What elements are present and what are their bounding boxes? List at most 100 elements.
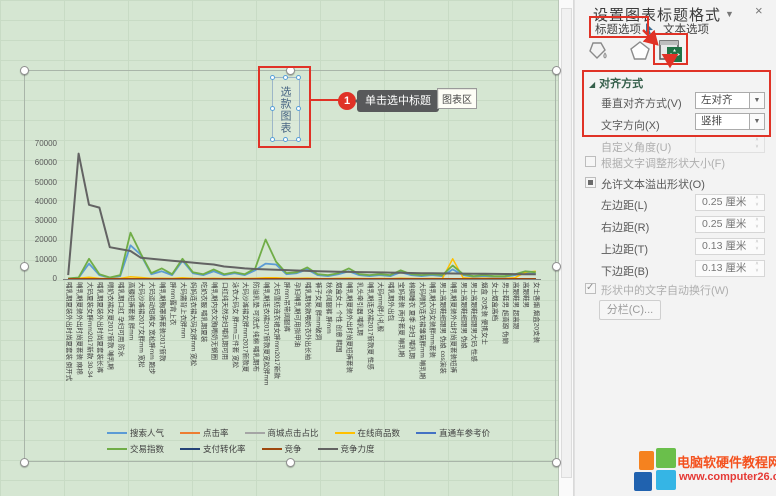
legend-item-搜索人气[interactable]: 搜索人气 xyxy=(107,427,164,439)
spinner-icon[interactable]: ˄ ˅ xyxy=(755,239,759,252)
pane-title: 设置图表标题格式 xyxy=(593,7,722,24)
scrollbar-thumb[interactable] xyxy=(561,8,572,478)
autofit-label: 根据文字调整形状大小(F) xyxy=(601,158,726,170)
selection-handle[interactable] xyxy=(552,66,561,75)
y-tick-label: 50000 xyxy=(34,177,57,187)
selection-handle[interactable] xyxy=(296,106,301,111)
x-axis-label: 孕妇哺乳期可用指甲油 xyxy=(293,282,301,347)
y-tick-label: 0 xyxy=(52,274,57,283)
legend-label: 交易指数 xyxy=(130,444,165,454)
logo-square-green xyxy=(656,448,676,468)
selection-handle[interactable] xyxy=(20,66,29,75)
vertical-scrollbar[interactable] xyxy=(558,0,574,496)
selection-handle[interactable] xyxy=(296,137,301,142)
legend-line-swatch xyxy=(317,448,338,450)
dropdown-arrow-icon[interactable]: ▼ xyxy=(749,114,764,129)
dropdown-arrow-icon[interactable]: ▼ xyxy=(749,93,764,108)
x-axis-label: 吃奶衣服 哺乳期夏装 xyxy=(200,282,208,343)
fill-line-icon[interactable] xyxy=(587,40,609,62)
x-axis-label: 哺乳期内衣文胸喂奶无钢圈 xyxy=(210,282,218,360)
x-axis-label: 哺乳期夏装外出时尚夏套装短裤 xyxy=(449,282,457,373)
wrap-text-checkbox xyxy=(585,282,596,294)
selection-handle[interactable] xyxy=(296,75,301,80)
selection-handle[interactable] xyxy=(283,75,288,80)
legend-label: 直通车参考价 xyxy=(439,428,491,438)
spinner-icon[interactable]: ˄ ˅ xyxy=(755,261,759,274)
x-axis-label: 哺乳期大码女装胖mm套装 xyxy=(428,282,436,358)
x-axis-label: 哺乳期秋款喂奶衣外出长袖 xyxy=(303,282,311,360)
x-axis-label: 防溢乳垫 可洗式 纯棉 哺乳期布 xyxy=(252,282,260,372)
vertical-align-label: 垂直对齐方式(V) xyxy=(601,98,682,110)
wrap-text-label: 形状中的文字自动换行(W) xyxy=(601,285,729,297)
collapse-icon: ◢ xyxy=(589,80,596,89)
y-axis: 0 10000 20000 30000 40000 50000 60000 70000 xyxy=(25,71,60,301)
margin-left-input[interactable]: 0.25 厘米 ˄ ˅ xyxy=(695,194,765,211)
effects-icon[interactable] xyxy=(629,40,651,62)
chart-title[interactable]: 选款图表 xyxy=(279,86,291,134)
section-alignment[interactable]: ◢ 对齐方式 xyxy=(589,78,644,90)
legend-item-商城点击占比[interactable]: 商城点击占比 xyxy=(244,427,319,439)
legend-item-直通车参考价[interactable]: 直通车参考价 xyxy=(416,427,490,439)
spinner-icon[interactable]: ˄ ˅ xyxy=(755,195,759,208)
x-axis-label: 口红纯天然孕妇哺乳期可用 xyxy=(220,282,228,360)
size-properties-icon[interactable] xyxy=(658,38,684,64)
x-axis-label: 高腰短裤套装 胖mm xyxy=(127,282,135,341)
legend-item-竞争力度[interactable]: 竞争力度 xyxy=(317,443,375,455)
plot-area[interactable] xyxy=(63,139,541,280)
margin-bottom-label: 下边距(B) xyxy=(601,266,649,278)
selection-handle[interactable] xyxy=(20,458,29,467)
legend-item-交易指数[interactable]: 交易指数 xyxy=(107,443,164,455)
legend-item-竞争[interactable]: 竞争 xyxy=(261,443,302,455)
legend-line-swatch xyxy=(244,432,265,434)
spinner-icon[interactable]: ˄ ˅ xyxy=(755,217,759,230)
x-axis-label: 胖mm露背上衣 xyxy=(168,282,176,326)
chevron-down-icon[interactable]: ▼ xyxy=(725,9,734,19)
chart-object[interactable]: 0 10000 20000 30000 40000 50000 60000 70000 哺乳期… xyxy=(20,66,561,467)
legend-item-支付转化率[interactable]: 支付转化率 xyxy=(180,443,246,455)
worksheet[interactable]: 0 10000 20000 30000 40000 50000 60000 70000 哺乳期… xyxy=(0,0,561,496)
x-axis-label: 乳头牵引器 哺乳期 xyxy=(355,282,363,336)
margin-top-input[interactable]: 0.13 厘米 ˄ ˅ xyxy=(695,238,765,255)
text-direction-select[interactable]: 竖排 ▼ xyxy=(695,113,765,130)
overflow-label: 允许文本溢出形状(O) xyxy=(601,179,705,191)
step-tooltip: 单击选中标题 xyxy=(355,90,439,112)
series-line-竞争力度[interactable] xyxy=(67,152,536,276)
x-axis-label: 泳衣大码女 胖mm三件套 宽松 xyxy=(231,282,239,368)
tab-title-options[interactable]: 标题选项 xyxy=(595,24,641,36)
x-axis-label: 哺乳期夏装外出时尚夏套装 麻棉 xyxy=(75,282,83,375)
chart-title-box[interactable]: 选款图表 xyxy=(270,75,301,142)
watermark-logo: 电脑软硬件教程网 www.computer26.com xyxy=(631,444,776,494)
margin-right-input[interactable]: 0.25 厘米 ˄ ˅ xyxy=(695,216,765,233)
selection-handle[interactable] xyxy=(20,262,29,271)
chart-legend[interactable]: 搜索人气 点击率 商城点击占比 在线商品数 直通车参考价交易指数 支付转化率 竞争 竞争力度 xyxy=(63,427,541,459)
overflow-checkbox[interactable] xyxy=(585,177,596,188)
x-axis-label: 高跟鞋男 超高跟 xyxy=(511,282,519,330)
selection-handle[interactable] xyxy=(286,458,295,467)
selection-handle[interactable] xyxy=(552,262,561,271)
legend-label: 点击率 xyxy=(203,428,229,438)
tab-text-options[interactable]: 文本选项 xyxy=(663,24,709,36)
x-axis-label: 裤子女夏 胖mm破洞 xyxy=(314,282,322,341)
selection-handle[interactable] xyxy=(270,106,275,111)
legend-item-点击率[interactable]: 点击率 xyxy=(180,427,229,439)
legend-row: 交易指数 支付转化率 竞争 竞争力度 xyxy=(107,443,541,455)
legend-row: 搜索人气 点击率 商城点击占比 在线商品数 直通车参考价 xyxy=(107,427,541,439)
selection-handle[interactable] xyxy=(283,137,288,142)
x-axis-label: 哺乳期连衣裙2017新款夏 性感 xyxy=(366,282,374,370)
x-axis-label: 大码沙滩裙女胖mm2017新款夏 xyxy=(241,282,249,373)
legend-item-在线商品数[interactable]: 在线商品数 xyxy=(334,427,401,439)
y-tick-label: 60000 xyxy=(34,158,57,168)
selection-handle[interactable] xyxy=(552,458,561,467)
margin-bottom-input[interactable]: 0.13 厘米 ˄ ˅ xyxy=(695,260,765,277)
legend-label: 在线商品数 xyxy=(357,428,401,438)
x-axis-label: 女士烟盒高档 xyxy=(491,282,499,321)
legend-line-swatch xyxy=(180,448,201,450)
x-axis-label: 大码露背上衣胖mm xyxy=(179,282,187,339)
selection-handle[interactable] xyxy=(270,137,275,142)
step-badge: 1 xyxy=(338,92,356,110)
x-axis-label: 大码喂奶连衣裙雏菊胖mm 哺乳期 xyxy=(418,282,426,380)
selection-handle[interactable] xyxy=(270,75,275,80)
selection-handle[interactable] xyxy=(286,66,295,75)
vertical-align-select[interactable]: 左对齐 ▼ xyxy=(695,92,765,109)
close-icon[interactable]: × xyxy=(755,3,763,18)
